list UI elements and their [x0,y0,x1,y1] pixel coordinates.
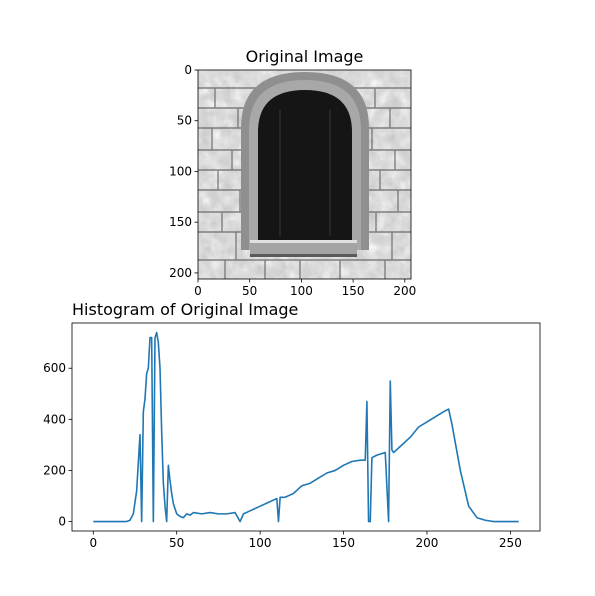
histogram-x-tick-label: 0 [89,536,97,550]
image-x-tick-label: 200 [393,284,416,298]
histogram-title: Histogram of Original Image [72,300,298,319]
image-y-tick-label: 200 [169,266,192,280]
image-x-tick-label: 100 [290,284,313,298]
image-subplot: Original Image 0 50 100 150 200 0 50 100 150 200 [169,47,416,298]
stone-window-image [198,70,411,279]
image-x-tick-label: 50 [242,284,257,298]
image-y-tick-label: 100 [169,164,192,178]
histogram-x-tick-label: 100 [249,536,272,550]
histogram-subplot: Histogram of Original Image 0 50 100 150 200… [43,300,540,550]
histogram-y-tick-label: 400 [43,412,66,426]
image-x-ticks: 0 50 100 150 200 [194,279,416,298]
histogram-x-tick-label: 250 [499,536,522,550]
histogram-y-tick-label: 600 [43,361,66,375]
image-x-tick-label: 0 [194,284,202,298]
histogram-y-tick-label: 200 [43,463,66,477]
image-y-tick-label: 150 [169,215,192,229]
histogram-x-tick-label: 150 [332,536,355,550]
histogram-y-tick-label: 0 [58,515,66,529]
image-y-ticks: 0 50 100 150 200 [169,63,198,280]
image-x-tick-label: 150 [342,284,365,298]
image-y-tick-label: 50 [177,114,192,128]
histogram-x-tick-label: 50 [169,536,184,550]
histogram-y-ticks: 0 200 400 600 [43,361,72,528]
histogram-x-tick-label: 200 [416,536,439,550]
histogram-x-ticks: 0 50 100 150 200 250 [89,531,521,550]
image-y-tick-label: 0 [184,63,192,77]
histogram-series-line [93,332,518,521]
image-title: Original Image [246,47,364,66]
